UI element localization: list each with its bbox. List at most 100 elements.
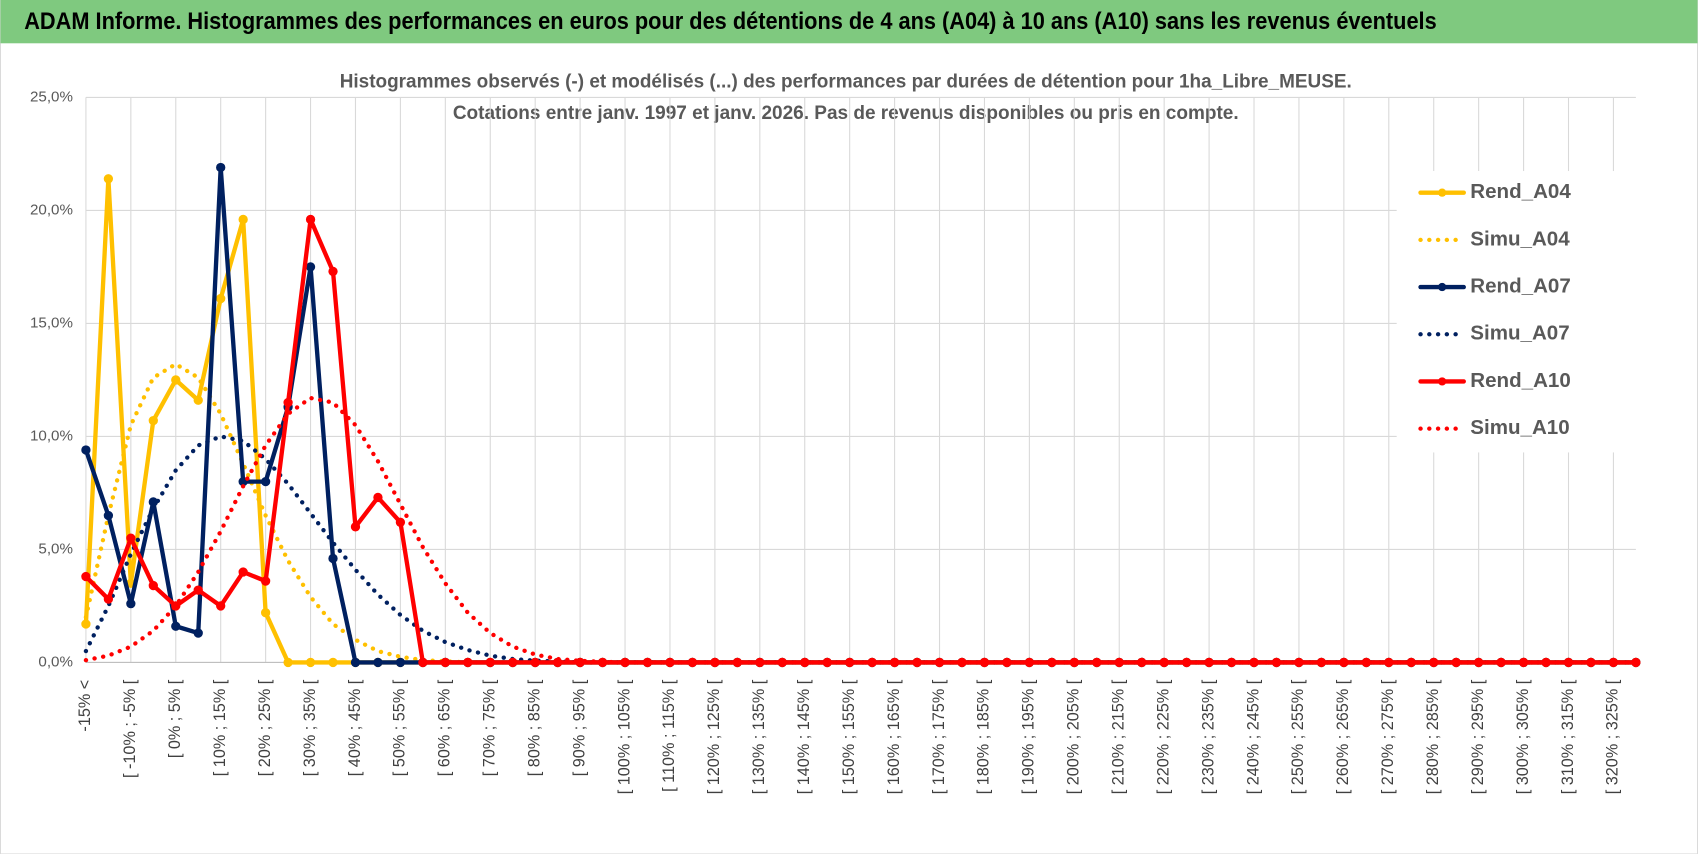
point: [485, 657, 495, 668]
point: [1631, 657, 1641, 668]
x-tick-label: [ 0% ; 5% [: [166, 679, 184, 758]
x-tick-label: [ 160% ; 165% [: [885, 679, 903, 794]
header-bar: [0, 0, 1698, 44]
x-tick-label: [ 190% ; 195% [: [1020, 679, 1038, 794]
legend-label: Rend_A04: [1470, 180, 1571, 203]
legend-marker: [1438, 188, 1447, 197]
point: [81, 619, 91, 629]
point: [350, 657, 361, 668]
x-tick-label: [ -10% ; -5% [: [121, 679, 139, 778]
x-tick-label: [ 170% ; 175% [: [930, 679, 948, 794]
legend-label: Rend_A10: [1470, 369, 1571, 392]
point: [373, 657, 383, 668]
point: [260, 476, 271, 487]
x-tick-label: [ 80% ; 85% [: [525, 679, 543, 776]
x-tick-label: [ 20% ; 25% [: [256, 679, 274, 776]
legend-marker: [1438, 282, 1447, 292]
x-tick-label: [ 280% ; 285% [: [1424, 679, 1442, 794]
point: [283, 397, 293, 408]
point: [238, 214, 248, 225]
point: [171, 621, 181, 631]
point: [216, 162, 226, 173]
x-tick-label: [ 250% ; 255% [: [1289, 679, 1307, 794]
point: [328, 553, 338, 564]
y-tick-label: 10,0%: [30, 427, 73, 444]
y-tick-label: 20,0%: [30, 201, 73, 218]
point: [193, 585, 203, 595]
x-tick-label: [ 140% ; 145% [: [795, 679, 813, 794]
point: [350, 522, 361, 532]
point: [305, 657, 316, 668]
point: [440, 657, 450, 668]
y-tick-label: 5,0%: [38, 540, 73, 557]
point: [103, 510, 114, 521]
point: [508, 657, 518, 668]
x-tick-label: [ 270% ; 275% [: [1379, 679, 1397, 794]
x-tick-label: [ 110% ; 115% [: [660, 679, 678, 792]
legend-label: Simu_A10: [1470, 416, 1569, 439]
x-tick-label: [ 100% ; 105% [: [615, 679, 633, 794]
x-tick-label: [ 50% ; 55% [: [391, 679, 409, 776]
point: [171, 375, 181, 385]
point: [103, 174, 114, 184]
x-tick-label: [ 230% ; 235% [: [1199, 679, 1217, 794]
x-tick-label: [ 10% ; 15% [: [211, 679, 229, 776]
point: [148, 415, 158, 426]
x-tick-label: [ 260% ; 265% [: [1334, 679, 1352, 794]
point: [283, 657, 293, 668]
point: [126, 599, 136, 609]
chart-subtitle: Cotations entre janv. 1997 et janv. 2026…: [453, 102, 1239, 124]
point: [238, 567, 248, 577]
legend-marker: [1438, 377, 1447, 386]
x-tick-label: -15% <: [76, 680, 94, 732]
point: [193, 395, 203, 405]
point: [395, 657, 406, 668]
x-tick-label: [ 290% ; 295% [: [1469, 679, 1487, 794]
point: [305, 214, 316, 225]
point: [463, 657, 473, 668]
legend-label: Simu_A04: [1470, 227, 1570, 250]
x-tick-label: [ 40% ; 45% [: [346, 679, 364, 776]
point: [395, 517, 406, 527]
x-tick-label: [ 30% ; 35% [: [301, 679, 319, 776]
x-tick-label: [ 310% ; 315% [: [1559, 679, 1577, 794]
x-tick-label: [ 120% ; 125% [: [705, 679, 723, 794]
point: [148, 580, 158, 591]
x-tick-label: [ 320% ; 325% [: [1604, 679, 1622, 794]
x-tick-label: [ 220% ; 225% [: [1154, 679, 1172, 794]
header-title: ADAM Informe. Histogrammes des performan…: [24, 8, 1437, 35]
x-tick-label: [ 90% ; 95% [: [570, 679, 588, 776]
point: [216, 293, 226, 304]
point: [373, 492, 383, 503]
point: [81, 445, 91, 455]
x-tick-label: [ 240% ; 245% [: [1244, 679, 1262, 794]
point: [530, 657, 540, 668]
point: [260, 608, 271, 618]
x-tick-label: [ 60% ; 65% [: [436, 679, 454, 776]
x-tick-label: [ 200% ; 205% [: [1065, 679, 1083, 794]
series-line: [83, 217, 1639, 665]
point: [328, 266, 338, 277]
y-tick-label: 25,0%: [30, 88, 73, 105]
x-tick-label: [ 180% ; 185% [: [975, 679, 993, 794]
point: [260, 576, 271, 586]
point: [418, 657, 428, 668]
legend-label: Rend_A07: [1470, 274, 1571, 297]
point: [216, 601, 226, 611]
x-tick-label: [ 70% ; 75% [: [481, 679, 499, 776]
x-tick-label: [ 150% ; 155% [: [840, 679, 858, 794]
x-tick-label: [ 210% ; 215% [: [1110, 679, 1128, 794]
point: [328, 657, 338, 668]
x-tick-label: [ 130% ; 135% [: [750, 679, 768, 794]
point: [305, 262, 316, 272]
legend-label: Simu_A07: [1470, 322, 1569, 345]
point: [103, 594, 114, 604]
point: [81, 571, 91, 582]
y-tick-label: 15,0%: [30, 314, 73, 331]
chart-title: Histogrammes observés (-) et modélisés (…: [340, 70, 1352, 92]
point: [193, 628, 203, 638]
legend-box: [1396, 171, 1646, 453]
y-tick-label: 0,0%: [38, 653, 73, 670]
point: [126, 533, 136, 543]
